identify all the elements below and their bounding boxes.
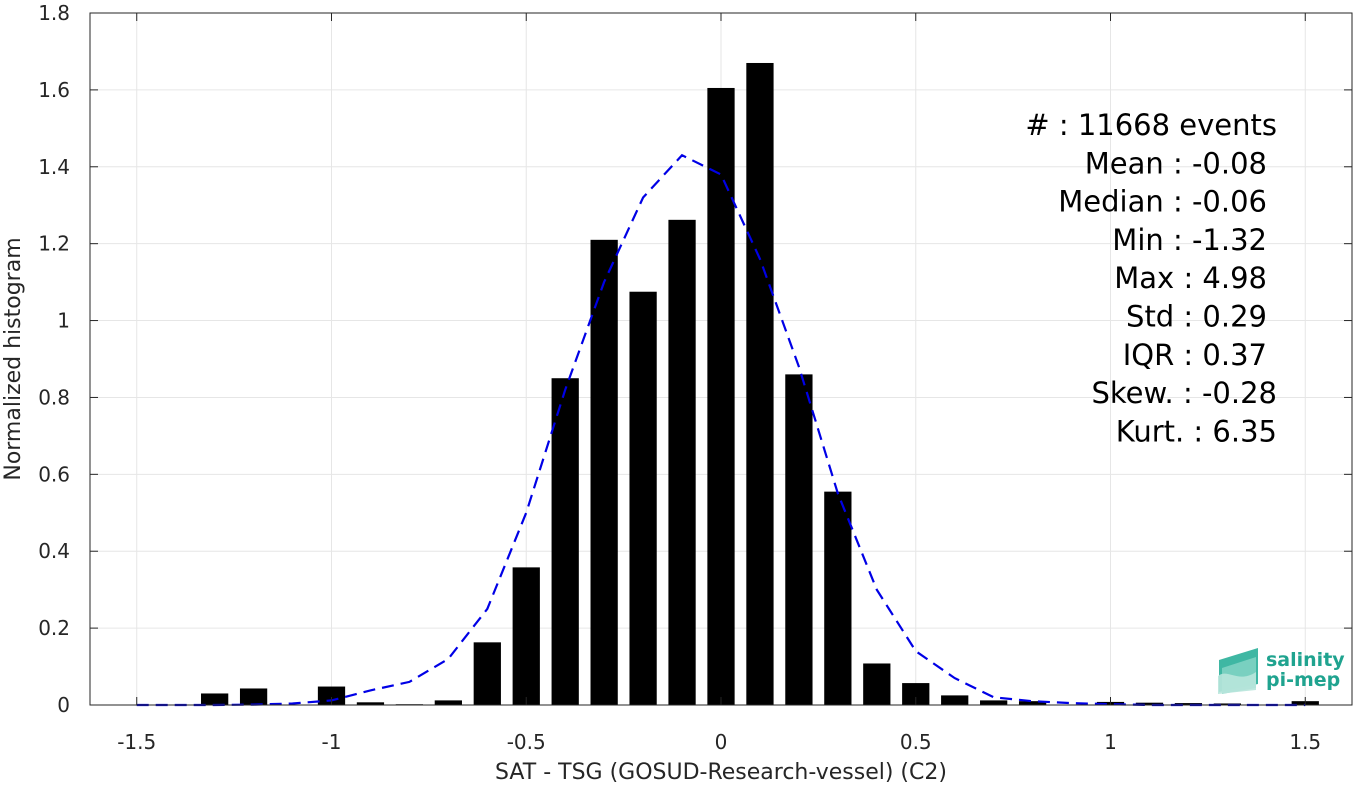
histogram-bar [902,683,930,705]
stat-line: Skew. : -0.28 [1091,376,1277,410]
stat-line: Kurt. : 6.35 [1116,414,1277,448]
bars [201,62,1319,706]
histogram-bar [239,688,268,705]
y-tick-label: 1.4 [38,155,70,179]
y-tick-label: 1.8 [38,1,70,25]
x-axis-label: SAT - TSG (GOSUD-Research-vessel) (C2) [495,760,947,785]
y-axis-label: Normalized histogram [1,237,26,480]
x-tick-label: 0.5 [900,730,932,754]
histogram-bar [668,219,696,705]
x-tick-label: -1.5 [117,730,156,754]
histogram-bar [707,87,735,705]
x-tick-label: 1.5 [1289,730,1321,754]
histogram-bar [1213,703,1241,705]
stat-line: Std : 0.29 [1126,300,1267,334]
stats-box: # : 11668 events Mean : -0.08 Median : -0.… [1025,108,1277,448]
histogram-bar [1018,701,1047,705]
y-tick-label: 1.6 [38,78,70,102]
x-tick-label: -0.5 [507,730,546,754]
histogram-bar [980,700,1008,705]
histogram-bar [434,700,462,705]
y-ticks: 0 0.2 0.4 0.6 0.8 1 1.2 1.4 1.6 1.8 [38,1,1352,717]
stat-line: Median : -0.06 [1058,185,1267,219]
stat-line: Max : 4.98 [1114,261,1267,295]
histogram-bar [473,642,501,705]
y-tick-label: 0 [57,693,70,717]
y-tick-label: 1.2 [38,232,70,256]
histogram-bar [1174,703,1203,705]
logo-text-salinity: salinity [1266,649,1345,671]
histogram-bar [746,62,774,705]
y-tick-label: 1 [57,309,70,333]
stat-line: IQR : 0.37 [1123,338,1267,372]
y-tick-label: 0.2 [38,616,70,640]
histogram-bar [863,663,891,705]
y-tick-label: 0.8 [38,385,70,409]
histogram-bar [824,491,852,705]
stat-line: Min : -1.32 [1112,223,1267,257]
histogram-bar [356,702,385,705]
x-tick-label: 1 [1104,730,1117,754]
histogram-bar [785,374,813,705]
y-tick-label: 0.4 [38,539,70,563]
logo-text-pimep: pi-mep [1266,669,1340,691]
histogram-bar [590,239,618,706]
salinity-pimep-logo: salinity pi-mep [1218,648,1345,694]
histogram-bar [629,291,657,705]
histogram-bar [201,693,229,705]
histogram-bar [941,695,969,705]
histogram-bar [512,567,540,705]
x-ticks: -1.5 -1 -0.5 0 0.5 1 1.5 [117,13,1321,754]
wave-icon [1218,648,1258,694]
x-tick-label: -1 [322,730,342,754]
x-tick-label: 0 [715,730,728,754]
y-tick-label: 0.6 [38,462,70,486]
histogram-bar [317,686,346,705]
histogram-bar [551,378,579,705]
histogram-bar [1135,702,1164,705]
stat-line: # : 11668 events [1025,108,1277,142]
stat-line: Mean : -0.08 [1085,146,1267,180]
